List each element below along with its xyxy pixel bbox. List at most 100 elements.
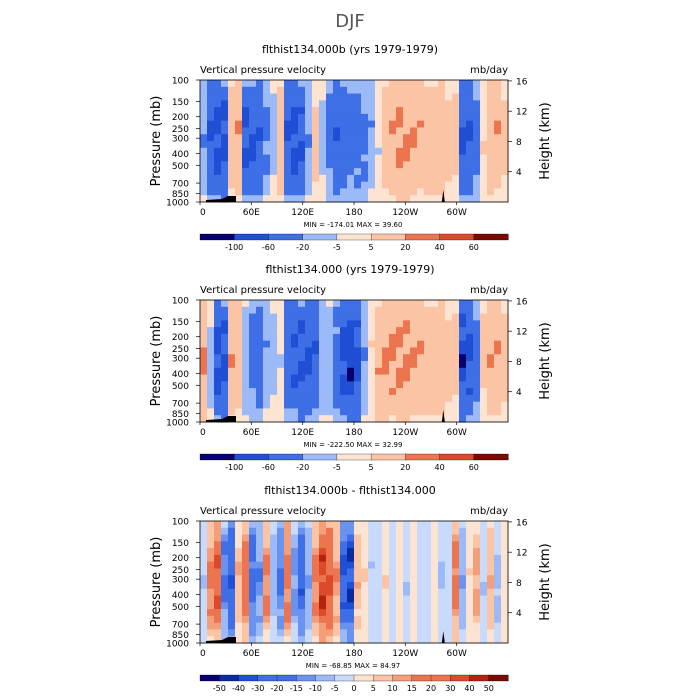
heatmap-cell <box>417 300 425 308</box>
heatmap-cell <box>263 541 271 549</box>
heatmap-cell <box>445 127 453 135</box>
heatmap-cell <box>452 568 460 576</box>
y-tick-label: 150 <box>172 98 189 108</box>
heatmap-cell <box>389 582 397 590</box>
heatmap-cell <box>382 568 390 576</box>
heatmap-cell <box>459 622 467 631</box>
heatmap-cell <box>396 408 404 416</box>
heatmap-cell <box>298 595 306 603</box>
heatmap-cell <box>466 401 474 410</box>
heatmap-cell <box>256 313 264 321</box>
heatmap-cell <box>361 168 369 176</box>
heatmap-cell <box>368 86 376 95</box>
heatmap-cell <box>298 408 306 416</box>
heatmap-cell <box>466 306 474 315</box>
colorbar-swatch <box>336 453 372 461</box>
heatmap-cell <box>466 541 474 549</box>
y-tick-label: 1000 <box>166 199 189 209</box>
heatmap-cell <box>494 548 502 556</box>
heatmap-cell <box>270 127 278 135</box>
heatmap-cell <box>347 527 355 536</box>
heatmap-cell <box>396 320 404 328</box>
heatmap-cell <box>235 306 243 315</box>
heatmap-cell <box>389 174 397 183</box>
heatmap-cell <box>396 636 404 644</box>
heatmap-cell <box>417 415 425 423</box>
heatmap-cell <box>480 320 488 328</box>
heatmap-cell <box>459 615 467 624</box>
heatmap-cell <box>417 602 425 610</box>
heatmap-cell <box>375 521 383 529</box>
heatmap-cell <box>354 93 362 101</box>
heatmap-cell <box>424 629 432 637</box>
heatmap-cell <box>277 381 285 389</box>
heatmap-cell <box>431 374 439 382</box>
heatmap-cell <box>431 367 439 376</box>
heatmap-cell <box>200 401 208 410</box>
heatmap-cell <box>501 306 509 315</box>
heatmap-cell <box>214 320 222 328</box>
heatmap-cell <box>200 161 208 169</box>
heatmap-cell <box>291 340 299 349</box>
heatmap-cell <box>326 548 334 556</box>
heatmap-cell <box>445 147 453 156</box>
colorbar-label: -20 <box>270 684 283 693</box>
heatmap-cell <box>480 361 488 369</box>
heatmap-cell <box>298 622 306 631</box>
heatmap-cell <box>403 354 411 362</box>
heatmap-cell <box>396 168 404 176</box>
heatmap-cell <box>501 615 509 624</box>
heatmap-cell <box>298 527 306 536</box>
heatmap-cell <box>375 154 383 162</box>
heatmap-cell <box>298 320 306 328</box>
heatmap-cell <box>256 636 264 644</box>
heatmap-cell <box>480 595 488 603</box>
heatmap-cell <box>494 388 502 396</box>
heatmap-cell <box>214 168 222 176</box>
heatmap-cell <box>277 561 285 570</box>
heatmap-cell <box>256 374 264 382</box>
heatmap-cell <box>487 622 495 631</box>
heatmap-cell <box>284 381 292 389</box>
heatmap-cell <box>305 394 313 403</box>
heatmap-cell <box>354 615 362 624</box>
heatmap-cell <box>333 141 341 149</box>
heatmap-cell <box>459 361 467 369</box>
heatmap-cell <box>424 93 432 101</box>
heatmap-cell <box>501 415 509 423</box>
heatmap-cell <box>424 588 432 597</box>
heatmap-cell <box>333 374 341 382</box>
heatmap-cell <box>361 347 369 355</box>
heatmap-cell <box>214 100 222 108</box>
heatmap-cell <box>221 534 229 542</box>
heatmap-cell <box>305 80 313 88</box>
heatmap-cell <box>501 361 509 369</box>
heatmap-cell <box>326 347 334 355</box>
heatmap-cell <box>382 80 390 88</box>
heatmap-cell <box>270 320 278 328</box>
heatmap-cell <box>291 86 299 95</box>
heatmap-cell <box>445 154 453 162</box>
heatmap-cell <box>214 313 222 321</box>
heatmap-cell <box>403 575 411 583</box>
heatmap-cell <box>291 134 299 142</box>
heatmap-cell <box>403 306 411 315</box>
heatmap-cell <box>228 100 236 108</box>
heatmap-cell <box>424 602 432 610</box>
heatmap-cell <box>424 354 432 362</box>
heatmap-cell <box>326 521 334 529</box>
heatmap-cell <box>501 408 509 416</box>
heatmap-cell <box>382 100 390 108</box>
heatmap-cell <box>466 347 474 355</box>
heatmap-cell <box>284 168 292 176</box>
heatmap-cell <box>354 168 362 176</box>
heatmap-cell <box>235 141 243 149</box>
heatmap-cell <box>389 107 397 115</box>
heatmap-cell <box>270 313 278 321</box>
heatmap-cell <box>249 534 257 542</box>
heatmap-cell <box>221 595 229 603</box>
heatmap-cell <box>214 195 222 203</box>
heatmap-cell <box>403 367 411 376</box>
heatmap-cell <box>263 622 271 631</box>
